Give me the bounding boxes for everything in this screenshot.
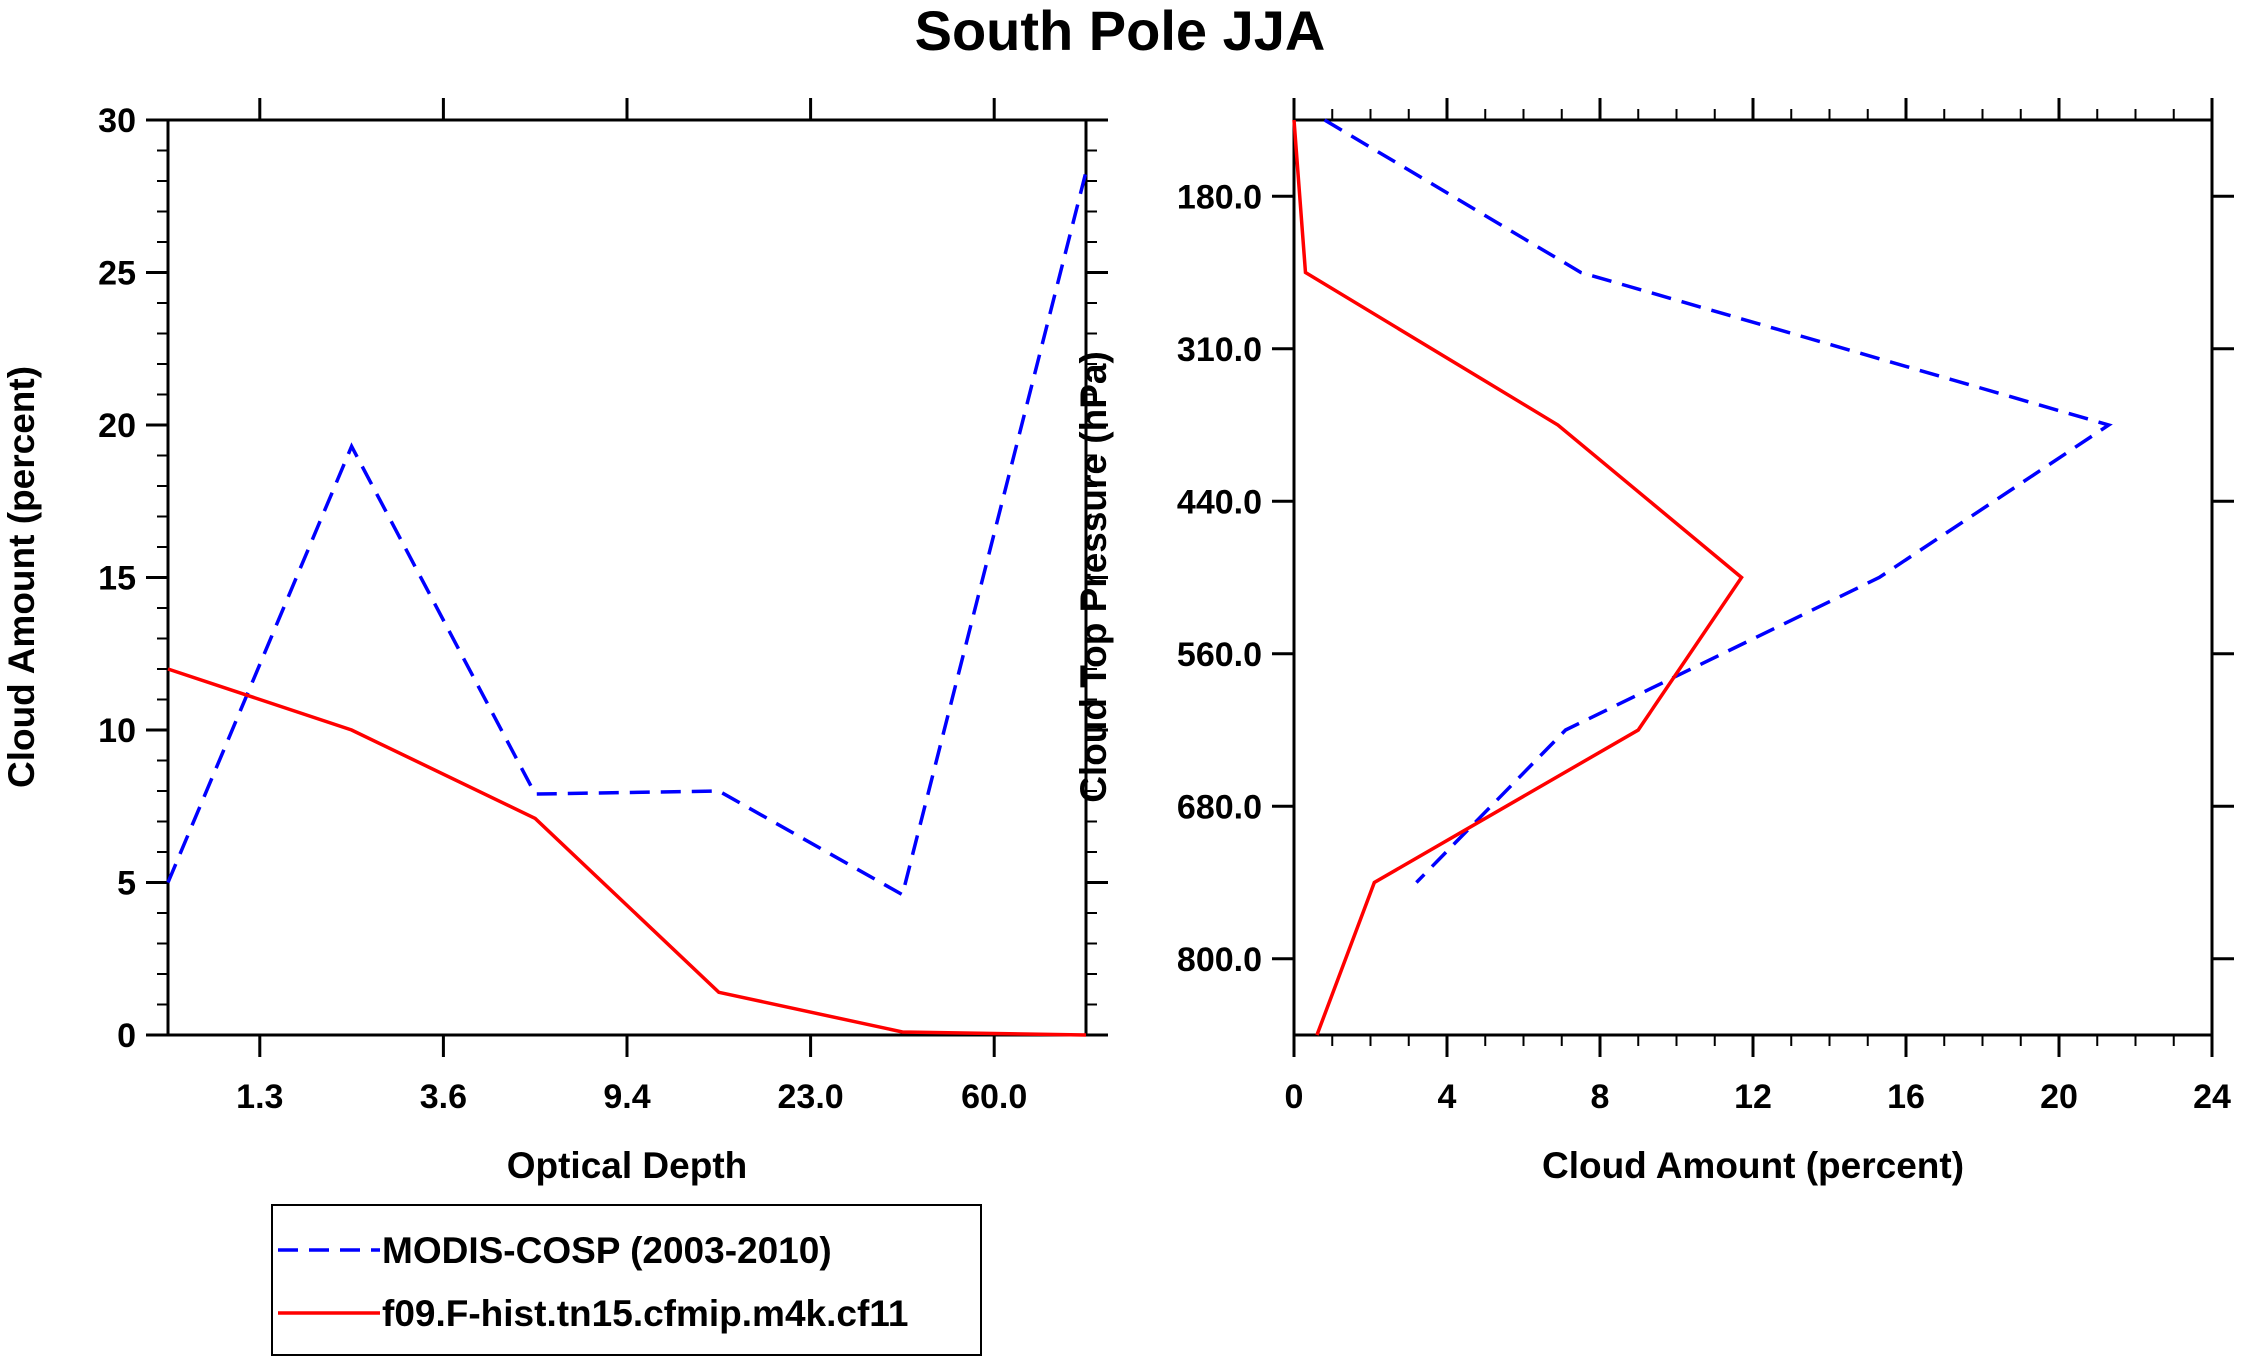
left-y-tick-label: 20 — [98, 407, 136, 445]
right-x-tick-label: 16 — [1887, 1078, 1925, 1116]
left-series-model-line — [167, 667, 1087, 1037]
left-x-tick-label: 1.3 — [236, 1078, 283, 1116]
right-y-axis-label: Cloud Top Pressure (hPa) — [1073, 351, 1114, 803]
left-x-axis-label: Optical Depth — [507, 1145, 748, 1186]
left-y-axis-label: Cloud Amount (percent) — [1, 366, 42, 788]
right-x-tick-label: 24 — [2193, 1078, 2231, 1116]
right-series-modis-line — [1323, 118, 2113, 884]
left-series-group — [166, 171, 1088, 1037]
right-y-tick-label: 800.0 — [1177, 941, 1262, 979]
legend-box — [271, 1204, 982, 1356]
left-x-tick-label: 60.0 — [961, 1078, 1027, 1116]
left-plot-frame — [166, 118, 1088, 1037]
legend: MODIS-COSP (2003-2010) f09.F-hist.tn15.c… — [271, 1204, 982, 1356]
right-plot-frame — [1292, 118, 2214, 1037]
left-panel-optical-depth: 0 5 10 15 20 25 30 1.3 3.6 9.4 23.0 60.0 Optical De… — [1, 98, 1108, 1186]
left-y-tick-label: 0 — [117, 1017, 136, 1055]
chart-title: South Pole JJA — [915, 0, 1326, 62]
left-y-tick-label: 10 — [98, 712, 136, 750]
right-y-tick-label: 560.0 — [1177, 636, 1262, 674]
right-x-tick-label: 12 — [1734, 1078, 1772, 1116]
right-series-group — [1292, 118, 2113, 1036]
right-y-tick-label: 440.0 — [1177, 483, 1262, 521]
right-panel-cloud-top-pressure: 0 4 8 12 16 20 24 180.0 310.0 440.0 560.0 680.0 800.… — [1073, 98, 2234, 1186]
right-y-tick-label: 180.0 — [1177, 178, 1262, 216]
left-y-tick-label: 25 — [98, 255, 136, 293]
right-x-tick-label: 4 — [1438, 1078, 1457, 1116]
right-axis-ticks: 0 4 8 12 16 20 24 180.0 310.0 440.0 560.0 680.0 800.… — [1177, 98, 2234, 1116]
left-y-tick-label: 15 — [98, 560, 136, 598]
left-series-modis-line — [166, 171, 1088, 898]
left-x-tick-label: 23.0 — [778, 1078, 844, 1116]
right-y-tick-label: 310.0 — [1177, 331, 1262, 369]
left-x-tick-label: 3.6 — [420, 1078, 467, 1116]
right-x-axis-label: Cloud Amount (percent) — [1542, 1145, 1964, 1186]
left-axis-ticks: 0 5 10 15 20 25 30 1.3 3.6 9.4 23.0 60.0 — [98, 98, 1108, 1116]
legend-label-model: f09.F-hist.tn15.cfmip.m4k.cf11 — [382, 1293, 908, 1334]
right-x-tick-label: 0 — [1285, 1078, 1304, 1116]
right-y-tick-label: 680.0 — [1177, 788, 1262, 826]
right-x-tick-label: 8 — [1591, 1078, 1610, 1116]
right-series-model-line — [1292, 119, 1744, 1036]
left-x-tick-label: 9.4 — [603, 1078, 650, 1116]
left-y-tick-label: 30 — [98, 102, 136, 140]
left-y-tick-label: 5 — [117, 865, 136, 903]
legend-label-modis: MODIS-COSP (2003-2010) — [382, 1230, 832, 1271]
right-x-tick-label: 20 — [2040, 1078, 2078, 1116]
